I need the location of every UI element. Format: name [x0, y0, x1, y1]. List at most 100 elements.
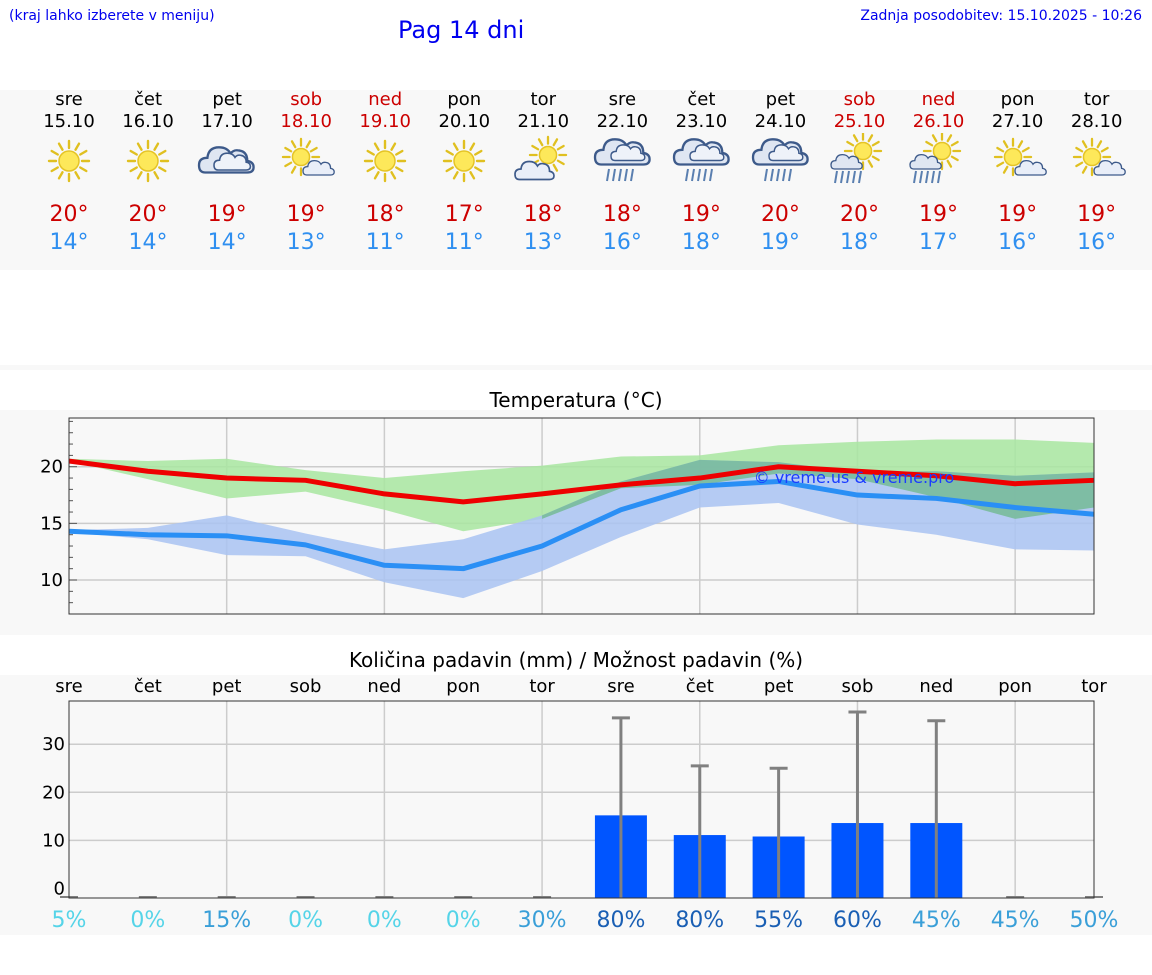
day-date: 16.10	[122, 111, 174, 132]
day-label: sob	[290, 676, 322, 697]
day-column: pet 17.10 19° 14°	[187, 89, 267, 257]
day-column: ned 19.10 18° 11°	[345, 89, 425, 257]
precipitation-probability: 80%	[596, 908, 645, 933]
day-date: 26.10	[912, 111, 965, 132]
precipitation-probability: 15%	[202, 908, 251, 933]
day-date: 21.10	[517, 111, 570, 132]
sun-cloud-icon	[978, 133, 1058, 189]
sun-cloud-icon	[266, 133, 346, 189]
min-temperature: 16°	[998, 230, 1038, 255]
day-name: čet	[687, 89, 716, 110]
max-temperature-range	[69, 439, 1094, 532]
rain-cloud-icon	[582, 133, 662, 189]
max-temperature: 19°	[207, 202, 247, 227]
day-column: tor 28.10 19° 16°	[1057, 89, 1137, 257]
y-tick-label: 20	[42, 782, 65, 803]
day-column: ned 26.10 19° 17°	[899, 89, 979, 257]
spacer-band	[0, 365, 1152, 370]
day-date: 15.10	[43, 111, 95, 132]
max-temperature: 20°	[760, 202, 800, 227]
cloud-sun-icon	[503, 133, 583, 189]
location-hint: (kraj lahko izberete v meniju)	[9, 8, 215, 24]
day-label: pon	[998, 676, 1032, 697]
precipitation-probability: 55%	[754, 908, 803, 933]
day-label: pon	[446, 676, 480, 697]
sun-rain-icon	[899, 133, 979, 189]
temperature-chart-title: Temperatura (°C)	[489, 388, 663, 412]
precipitation-probability: 0%	[130, 908, 165, 933]
y-tick-label: 10	[40, 570, 63, 591]
plot-frame	[68, 417, 1095, 615]
precipitation-probability: 50%	[1070, 908, 1119, 933]
precipitation-probability: 0%	[367, 908, 402, 933]
max-temperature: 19°	[919, 202, 959, 227]
day-name: ned	[921, 89, 956, 110]
min-temperature: 18°	[840, 230, 879, 255]
day-label: tor	[529, 676, 555, 697]
y-tick-label: 20	[40, 457, 63, 478]
day-date: 18.10	[280, 111, 332, 132]
day-date: 17.10	[201, 111, 253, 132]
day-name: sob	[290, 89, 323, 110]
min-temperature: 13°	[286, 230, 326, 255]
day-label: sob	[842, 676, 874, 697]
plot-frame	[68, 700, 1095, 899]
day-date: 20.10	[438, 111, 491, 132]
sun-icon	[424, 133, 504, 189]
day-name: ned	[368, 89, 403, 110]
watermark: © vreme.us & vreme.pro	[754, 468, 955, 487]
max-temperature: 19°	[1077, 202, 1117, 227]
sun-icon	[29, 133, 109, 189]
precipitation-probability: 30%	[518, 908, 567, 933]
sun-rain-icon	[820, 133, 900, 189]
min-temperature: 19°	[760, 230, 800, 255]
y-tick-label: 15	[40, 513, 63, 534]
daily-forecast-band	[0, 90, 1152, 270]
cloud-icon	[187, 133, 267, 189]
precipitation-probability: 0%	[288, 908, 323, 933]
day-date: 28.10	[1070, 111, 1123, 132]
day-date: 22.10	[596, 111, 649, 132]
max-temperature: 18°	[602, 202, 642, 227]
min-temperature: 14°	[49, 230, 89, 255]
day-name: sre	[55, 89, 83, 110]
day-name: sre	[608, 89, 637, 110]
day-date: 24.10	[754, 111, 807, 132]
day-label: sre	[55, 676, 82, 697]
max-temperature: 18°	[523, 202, 563, 227]
max-temperature: 19°	[998, 202, 1038, 227]
rain-cloud-icon	[740, 133, 820, 189]
day-label: tor	[1081, 676, 1107, 697]
max-temperature: 20°	[840, 202, 879, 227]
range-overlap	[542, 459, 1094, 519]
precipitation-probability: 80%	[675, 908, 724, 933]
day-column: sre 15.10 20° 14°	[29, 89, 109, 257]
max-temperature: 19°	[286, 202, 326, 227]
y-tick-label: 0	[54, 878, 65, 899]
day-label: ned	[367, 676, 401, 697]
precipitation-chart-title: Količina padavin (mm) / Možnost padavin …	[348, 648, 804, 672]
max-temperature: 19°	[681, 202, 721, 227]
max-temperature: 18°	[365, 202, 405, 227]
min-temperature: 14°	[207, 230, 247, 255]
day-column: pon 27.10 19° 16°	[978, 89, 1058, 257]
day-label: pet	[764, 676, 794, 697]
day-column: sre 22.10 18° 16°	[582, 89, 662, 257]
day-column: sob 18.10 19° 13°	[266, 89, 346, 257]
min-temperature: 18°	[681, 230, 721, 255]
precipitation-probability: 60%	[833, 908, 882, 933]
day-name: pet	[212, 89, 242, 110]
day-label: pet	[212, 676, 242, 697]
day-name: tor	[1083, 89, 1110, 110]
day-column: tor 21.10 18° 13°	[503, 89, 583, 257]
min-temperature: 14°	[128, 230, 168, 255]
precipitation-probability: 5%	[52, 908, 87, 933]
precipitation-probability: 45%	[991, 908, 1040, 933]
precipitation-probability: 0%	[446, 908, 481, 933]
day-date: 19.10	[359, 111, 411, 132]
day-column: čet 23.10 19° 18°	[661, 89, 741, 257]
max-temperature: 20°	[49, 202, 89, 227]
rain-cloud-icon	[661, 133, 741, 189]
min-temperature: 11°	[444, 230, 484, 255]
last-update: Zadnja posodobitev: 15.10.2025 - 10:26	[860, 8, 1142, 24]
